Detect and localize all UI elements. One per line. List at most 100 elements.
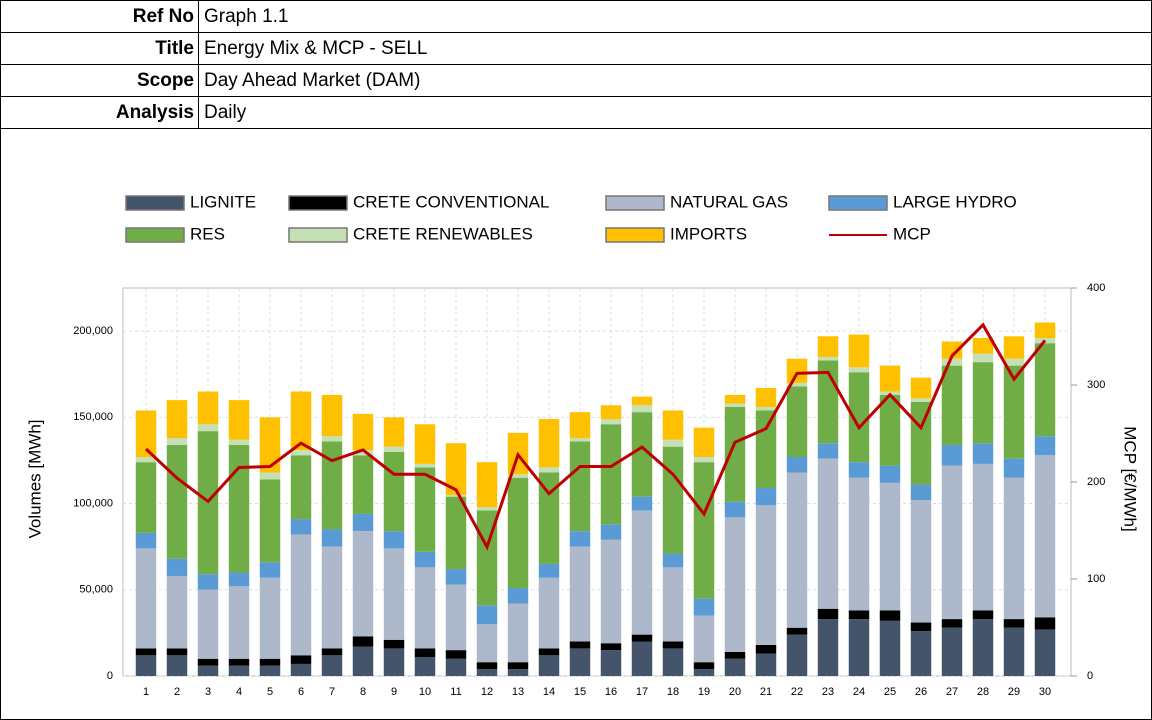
bar-segment	[228, 400, 250, 440]
x-tick-label: 10	[419, 686, 431, 698]
y-tick-label: 100,000	[73, 497, 113, 509]
bar-segment	[538, 467, 560, 473]
bar-segment	[693, 456, 715, 463]
row-label: Title	[1, 33, 199, 64]
bar-segment	[476, 662, 498, 670]
bar-segment	[755, 653, 777, 676]
bar-segment	[1003, 458, 1025, 478]
bar-segment	[1034, 629, 1056, 676]
bar-segment	[569, 441, 591, 532]
bar-segment	[476, 669, 498, 676]
bar-segment	[569, 648, 591, 676]
bar-segment	[1003, 477, 1025, 620]
x-tick-label: 26	[915, 686, 927, 698]
bar-segment	[166, 558, 188, 576]
bar-segment	[166, 648, 188, 656]
bar-segment	[631, 634, 653, 642]
bar-segment	[1034, 436, 1056, 456]
bar-segment	[755, 406, 777, 411]
bar-segment	[414, 467, 436, 552]
bar-segment	[1003, 627, 1025, 676]
bar-segment	[259, 472, 281, 480]
x-tick-label: 29	[1008, 686, 1020, 698]
bar-segment	[445, 494, 467, 497]
x-tick-label: 9	[391, 686, 397, 698]
bar-segment	[600, 405, 622, 420]
y2-tick-label: 100	[1087, 573, 1105, 585]
bar-segment	[383, 417, 405, 447]
row-value: Daily	[204, 102, 247, 123]
y2-tick-label: 300	[1087, 379, 1105, 391]
bar-segment	[693, 669, 715, 676]
x-tick-label: 1	[143, 686, 149, 698]
legend-swatch	[125, 227, 185, 243]
x-tick-label: 13	[512, 686, 524, 698]
bar-segment	[259, 562, 281, 578]
bar-segment	[414, 463, 436, 468]
bar-segment	[662, 439, 684, 447]
x-tick-label: 22	[791, 686, 803, 698]
bar-segment	[259, 577, 281, 659]
bar-segment	[600, 650, 622, 676]
bar-segment	[569, 412, 591, 439]
bar-segment	[910, 500, 932, 623]
bar-segment	[941, 365, 963, 445]
bar-segment	[786, 472, 808, 628]
bar-segment	[538, 563, 560, 578]
bar-segment	[321, 441, 343, 530]
legend-label: CRETE RENEWABLES	[353, 224, 533, 243]
bar-segment	[755, 644, 777, 654]
row-label: Ref No	[1, 1, 199, 32]
row-value: Graph 1.1	[204, 6, 289, 27]
bar-segment	[259, 479, 281, 563]
bar-segment	[600, 643, 622, 651]
x-tick-label: 21	[760, 686, 772, 698]
bar-segment	[135, 648, 157, 656]
bar-segment	[569, 546, 591, 642]
bar-segment	[352, 636, 374, 647]
bar-segment	[941, 465, 963, 620]
bar-segment	[662, 567, 684, 642]
bar-segment	[228, 665, 250, 676]
bar-segment	[383, 648, 405, 676]
bar-segment	[352, 646, 374, 676]
bar-segment	[631, 396, 653, 406]
bar-segment	[879, 610, 901, 621]
x-tick-label: 5	[267, 686, 273, 698]
bar-segment	[786, 456, 808, 473]
table-row: Scope Day Ahead Market (DAM)	[1, 65, 1151, 97]
bar-segment	[321, 546, 343, 649]
bar-segment	[228, 572, 250, 587]
bar-segment	[476, 507, 498, 511]
bar-segment	[941, 358, 963, 366]
bar-segment	[166, 400, 188, 439]
bar-segment	[600, 539, 622, 644]
bar-segment	[972, 443, 994, 464]
bar-segment	[879, 482, 901, 611]
bar-segment	[755, 388, 777, 407]
bar-segment	[414, 648, 436, 658]
table-row: Analysis Daily	[1, 97, 1151, 129]
bar-segment	[507, 474, 529, 478]
x-tick-label: 28	[977, 686, 989, 698]
bar-segment	[693, 615, 715, 663]
bar-segment	[724, 406, 746, 502]
bar-segment	[600, 424, 622, 525]
bar-segment	[259, 665, 281, 676]
bar-segment	[724, 651, 746, 659]
bar-segment	[786, 358, 808, 383]
bar-segment	[321, 394, 343, 437]
bar-segment	[414, 567, 436, 649]
x-tick-label: 23	[822, 686, 834, 698]
bar-segment	[1034, 343, 1056, 437]
x-tick-label: 14	[543, 686, 555, 698]
bar-segment	[724, 501, 746, 518]
bar-segment	[476, 624, 498, 663]
bar-segment	[879, 394, 901, 466]
bar-segment	[848, 610, 870, 620]
row-label: Scope	[1, 65, 199, 96]
bar-segment	[724, 394, 746, 404]
bar-segment	[228, 586, 250, 659]
bar-segment	[166, 575, 188, 649]
bar-segment	[290, 655, 312, 664]
